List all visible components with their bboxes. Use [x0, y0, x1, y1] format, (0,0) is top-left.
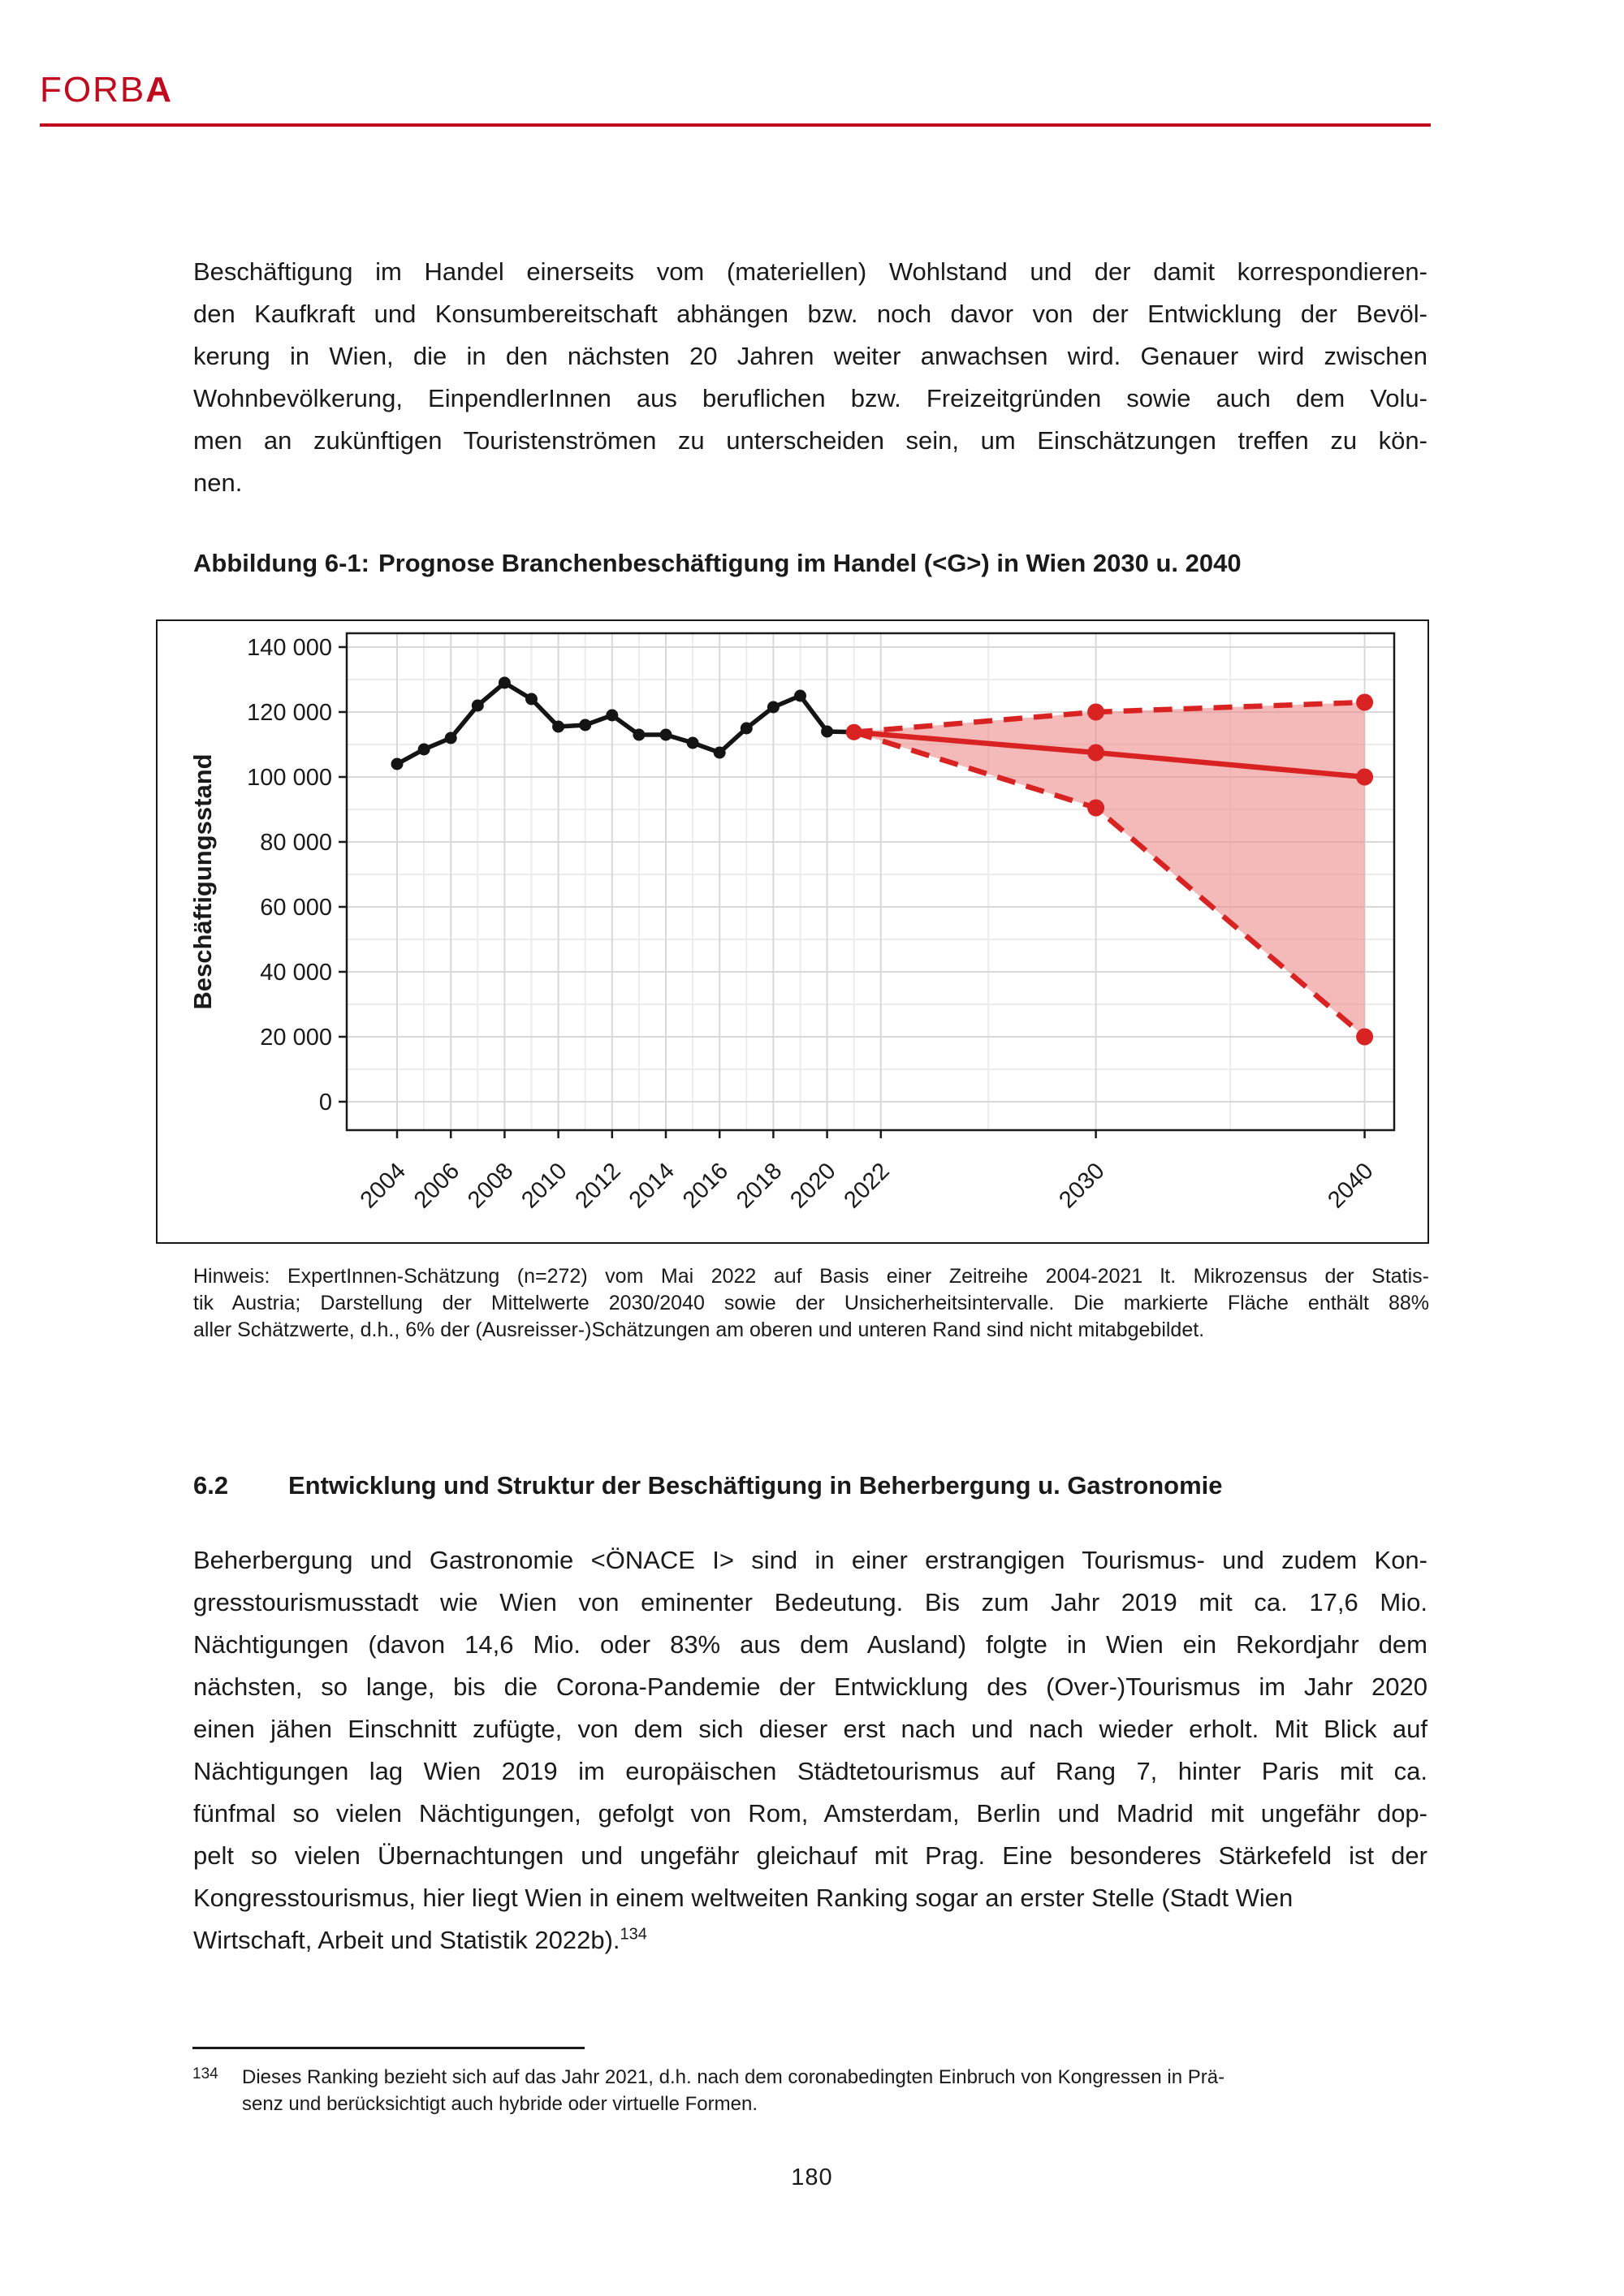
text-line: Kongresstourismus, hier liegt Wien in ei… [193, 1884, 1294, 1912]
footnote: 134 Dieses Ranking bezieht sich auf das … [192, 2064, 1427, 2117]
body-paragraph-1: Beschäftigung im Handel einerseits vom (… [193, 251, 1427, 504]
body-paragraph-2-lines: Beherbergung und Gastronomie <ÖNACE I> s… [193, 1539, 1427, 1919]
footnote-separator [192, 2047, 585, 2049]
svg-text:2030: 2030 [1054, 1158, 1109, 1213]
svg-text:2006: 2006 [409, 1158, 464, 1213]
svg-text:2008: 2008 [463, 1158, 518, 1213]
figure-box: 0 20 000 40 000 60 000 80 000 100 000 120 000 1… [156, 619, 1429, 1244]
svg-text:60 000: 60 000 [260, 895, 332, 921]
svg-text:2040: 2040 [1323, 1158, 1378, 1213]
text-line: fünfmal so vielen Nächtigungen, gefolgt … [193, 1799, 1427, 1828]
text-line: pelt so vielen Übernachtungen und ungefä… [193, 1841, 1427, 1870]
svg-text:0: 0 [319, 1090, 332, 1116]
footnote-marker: 134 [192, 2065, 218, 2082]
section-number: 6.2 [193, 1471, 229, 1500]
text-line: Hinweis: ExpertInnen-Schätzung (n=272) v… [193, 1265, 1429, 1288]
footnote-text: Dieses Ranking bezieht sich auf das Jahr… [242, 2066, 1225, 2115]
figure-caption-text: Prognose Branchenbeschäftigung im Handel… [378, 549, 1242, 577]
text-line: Nächtigungen (davon 14,6 Mio. oder 83% a… [193, 1630, 1427, 1659]
svg-text:120 000: 120 000 [247, 700, 332, 726]
section-title: Entwicklung und Struktur der Beschäftigu… [288, 1471, 1223, 1500]
svg-text:2016: 2016 [678, 1158, 733, 1213]
text-line: Wohnbevölkerung, EinpendlerInnen aus ber… [193, 384, 1427, 412]
header-rule [40, 123, 1431, 127]
figure-note: Hinweis: ExpertInnen-Schätzung (n=272) v… [193, 1263, 1429, 1344]
body-paragraph-2: Beherbergung und Gastronomie <ÖNACE I> s… [193, 1539, 1427, 1962]
svg-text:140 000: 140 000 [247, 635, 332, 661]
svg-text:40 000: 40 000 [260, 960, 332, 986]
text-line: den Kaufkraft und Konsumbereitschaft abh… [193, 300, 1427, 328]
text-line: tik Austria; Darstellung der Mittelwerte… [193, 1292, 1429, 1314]
text-line: einen jähen Einschnitt zufügte, von dem … [193, 1715, 1427, 1743]
text-line: Beherbergung und Gastronomie <ÖNACE I> s… [193, 1546, 1427, 1574]
svg-text:2018: 2018 [732, 1158, 787, 1213]
svg-text:2014: 2014 [624, 1158, 680, 1213]
section-heading: 6.2 Entwicklung und Struktur der Beschäf… [193, 1471, 1427, 1500]
text-line: men an zukünftigen Touristenströmen zu u… [193, 426, 1427, 455]
figure-caption: Abbildung 6-1: Prognose Branchenbeschäft… [193, 549, 1427, 578]
figure-caption-label: Abbildung 6-1: [193, 549, 369, 577]
footnote-reference: 134 [620, 1925, 647, 1944]
text-line: Nächtigungen lag Wien 2019 im europäisch… [193, 1757, 1427, 1785]
forba-logo: FORBA [40, 70, 174, 110]
y-axis-title: Beschäftigungsstand [188, 753, 217, 1009]
svg-text:100 000: 100 000 [247, 765, 332, 791]
svg-text:20 000: 20 000 [260, 1025, 332, 1051]
svg-text:2012: 2012 [571, 1158, 626, 1213]
text-line: gresstourismusstadt wie Wien von eminent… [193, 1588, 1427, 1616]
svg-text:2022: 2022 [840, 1158, 895, 1213]
body-paragraph-2-lastline: Wirtschaft, Arbeit und Statistik 2022b).… [193, 1925, 647, 1954]
svg-text:2020: 2020 [785, 1158, 840, 1213]
employment-forecast-chart: 0 20 000 40 000 60 000 80 000 100 000 120 000 1… [188, 632, 1396, 1214]
text-line: nen. [193, 468, 243, 497]
svg-text:2010: 2010 [516, 1158, 572, 1213]
text-line: kerung in Wien, die in den nächsten 20 J… [193, 342, 1427, 370]
text-line: aller Schätzwerte, d.h., 6% der (Ausreis… [193, 1318, 1205, 1341]
text-line: nächsten, so lange, bis die Corona-Pande… [193, 1672, 1427, 1701]
svg-text:80 000: 80 000 [260, 830, 332, 856]
svg-text:2004: 2004 [356, 1158, 411, 1213]
page-number: 180 [791, 2164, 833, 2190]
text-line: Beschäftigung im Handel einerseits vom (… [193, 257, 1427, 286]
